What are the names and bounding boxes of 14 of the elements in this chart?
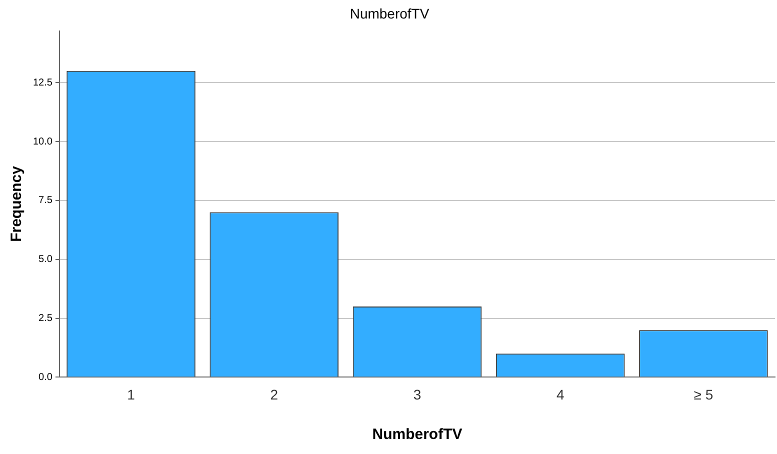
x-tick-label: 2 [270,386,278,402]
x-axis-title: NumberofTV [372,426,462,444]
x-tick-label: ≥ 5 [694,386,714,402]
x-tick-label: 1 [127,386,136,402]
y-tick-label: 7.5 [38,195,53,206]
y-tick-label: 12.5 [32,77,53,88]
y-tick-label: 5.0 [38,254,53,266]
y-tick-label: 2.5 [38,313,53,324]
y-tick-label: 10.0 [32,136,53,148]
y-axis-title: Frequency [8,165,26,242]
x-tick-label: 3 [413,386,422,402]
y-tick-label: 0.0 [38,372,53,383]
chart-title: NumberofTV [350,5,430,22]
x-tick-label: 4 [556,386,564,402]
